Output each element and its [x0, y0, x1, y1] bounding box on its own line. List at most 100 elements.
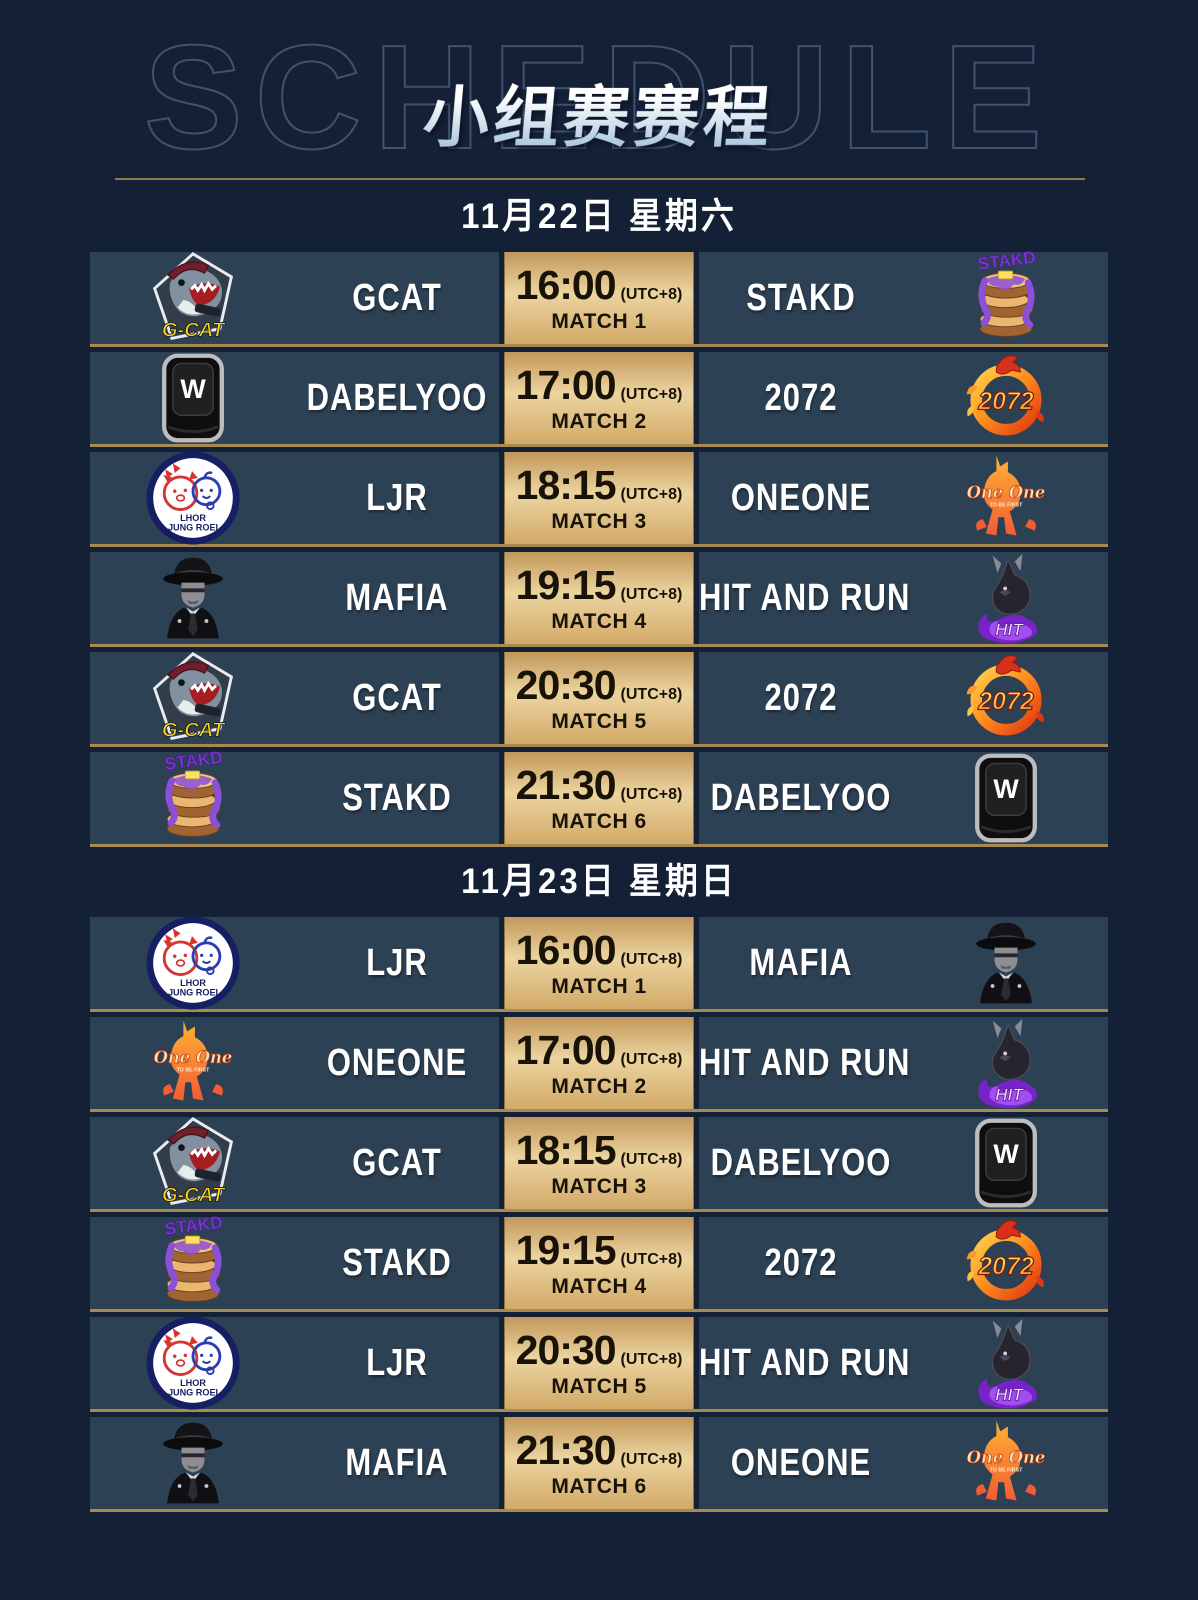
left-team-panel: MAFIA [90, 552, 499, 644]
hitandrun-team-logo [961, 550, 1057, 646]
mafia-team-logo [145, 1415, 241, 1511]
match-row: STAKD 19:15 (UTC+8) MATCH 4 2072 [90, 1217, 1108, 1312]
right-team-logo-box [903, 250, 1108, 346]
match-time-line: 21:30 (UTC+8) [516, 762, 683, 809]
right-team-name: STAKD [746, 276, 856, 319]
match-time: 20:30 [515, 1327, 617, 1373]
match-row: GCAT 20:30 (UTC+8) MATCH 5 2072 [90, 652, 1108, 747]
right-team-name: DABELYOO [710, 1141, 892, 1184]
dabelyoo-team-logo [145, 350, 241, 446]
stakd-team-logo [958, 250, 1054, 346]
oneone-team-logo [958, 1415, 1054, 1511]
match-time-box: 21:30 (UTC+8) MATCH 6 [504, 752, 694, 844]
right-team-logo-box [910, 550, 1108, 646]
right-team-logo-box [903, 650, 1108, 746]
left-team-logo-box [90, 1215, 295, 1311]
left-team-panel: GCAT [90, 652, 499, 744]
right-team-logo-box [903, 450, 1108, 546]
right-team-panel: MAFIA [699, 917, 1108, 1009]
timezone-label: (UTC+8) [620, 486, 683, 503]
ljr-team-logo [145, 450, 241, 546]
oneone-team-logo [145, 1015, 241, 1111]
right-team-panel: HIT AND RUN [699, 552, 1108, 644]
right-team-panel: HIT AND RUN [699, 1317, 1108, 1409]
match-number-label: MATCH 6 [551, 1475, 647, 1498]
left-team-name: DABELYOO [306, 376, 488, 419]
match-time: 20:30 [515, 662, 617, 708]
mafia-team-logo [958, 915, 1054, 1011]
t2072-team-logo [958, 650, 1054, 746]
match-time: 18:15 [515, 1127, 617, 1173]
match-time-line: 18:15 (UTC+8) [516, 462, 683, 509]
timezone-label: (UTC+8) [620, 951, 683, 968]
match-number-label: MATCH 2 [551, 1075, 647, 1098]
ljr-team-logo [145, 915, 241, 1011]
left-team-panel: STAKD [90, 1217, 499, 1309]
match-time-box: 18:15 (UTC+8) MATCH 3 [504, 1117, 694, 1209]
timezone-label: (UTC+8) [620, 586, 683, 603]
timezone-label: (UTC+8) [620, 1351, 683, 1368]
right-team-name: 2072 [764, 376, 838, 419]
left-team-logo-box [90, 250, 295, 346]
match-row: MAFIA 19:15 (UTC+8) MATCH 4 HIT AND RUN [90, 552, 1108, 647]
t2072-team-logo [958, 1215, 1054, 1311]
left-team-logo-box [90, 650, 295, 746]
match-time-box: 21:30 (UTC+8) MATCH 6 [504, 1417, 694, 1509]
mafia-team-logo [145, 550, 241, 646]
match-time-line: 19:15 (UTC+8) [516, 562, 683, 609]
header-divider [115, 178, 1085, 180]
left-team-logo-box [90, 450, 295, 546]
right-team-logo-box [910, 1315, 1108, 1411]
match-time-line: 21:30 (UTC+8) [516, 1427, 683, 1474]
left-team-name: LJR [366, 476, 428, 519]
match-time: 21:30 [515, 1427, 617, 1473]
match-time-box: 20:30 (UTC+8) MATCH 5 [504, 652, 694, 744]
gcat-team-logo [145, 650, 241, 746]
left-team-name: GCAT [352, 676, 442, 719]
match-number-label: MATCH 6 [551, 810, 647, 833]
match-number-label: MATCH 5 [551, 1375, 647, 1398]
right-team-name: HIT AND RUN [699, 1341, 911, 1384]
stakd-team-logo [145, 750, 241, 846]
right-team-logo-box [903, 915, 1108, 1011]
left-team-name: MAFIA [345, 576, 449, 619]
match-row: LJR 20:30 (UTC+8) MATCH 5 HIT AND RUN [90, 1317, 1108, 1412]
match-row: GCAT 18:15 (UTC+8) MATCH 3 DABELYOO [90, 1117, 1108, 1212]
right-team-logo-box [903, 1115, 1108, 1211]
timezone-label: (UTC+8) [620, 1251, 683, 1268]
match-time-line: 18:15 (UTC+8) [516, 1127, 683, 1174]
right-team-panel: ONEONE [699, 1417, 1108, 1509]
match-time: 19:15 [515, 1227, 617, 1273]
right-team-panel: STAKD [699, 252, 1108, 344]
date-header: 11月23日 星期日 [461, 860, 737, 901]
right-team-panel: 2072 [699, 1217, 1108, 1309]
page-title: 小组赛赛程 [0, 64, 1198, 160]
left-team-name: GCAT [352, 1141, 442, 1184]
left-team-logo-box [90, 750, 295, 846]
match-number-label: MATCH 1 [551, 310, 647, 333]
right-team-name: 2072 [764, 1241, 838, 1284]
match-time: 16:00 [515, 262, 617, 308]
dabelyoo-team-logo [958, 1115, 1054, 1211]
hitandrun-team-logo [961, 1015, 1057, 1111]
right-team-panel: 2072 [699, 652, 1108, 744]
left-team-logo-box [90, 350, 295, 446]
match-time-line: 20:30 (UTC+8) [516, 1327, 683, 1374]
match-number-label: MATCH 4 [551, 1275, 647, 1298]
match-row: DABELYOO 17:00 (UTC+8) MATCH 2 2072 [90, 352, 1108, 447]
left-team-panel: GCAT [90, 1117, 499, 1209]
match-time-box: 16:00 (UTC+8) MATCH 1 [504, 252, 694, 344]
left-team-panel: LJR [90, 1317, 499, 1409]
left-team-panel: STAKD [90, 752, 499, 844]
left-team-logo-box [90, 1315, 295, 1411]
left-team-logo-box [90, 915, 295, 1011]
match-row: STAKD 21:30 (UTC+8) MATCH 6 DABELYOO [90, 752, 1108, 847]
right-team-name: ONEONE [730, 1441, 872, 1484]
day-section: 11月22日 星期六 GCAT 16:00 (UTC+8) MATCH 1 ST… [0, 195, 1198, 847]
right-team-panel: 2072 [699, 352, 1108, 444]
gcat-team-logo [145, 250, 241, 346]
dabelyoo-team-logo [958, 750, 1054, 846]
match-number-label: MATCH 5 [551, 710, 647, 733]
left-team-logo-box [90, 1415, 295, 1511]
match-rows: GCAT 16:00 (UTC+8) MATCH 1 STAKD DABELYO… [90, 252, 1108, 847]
